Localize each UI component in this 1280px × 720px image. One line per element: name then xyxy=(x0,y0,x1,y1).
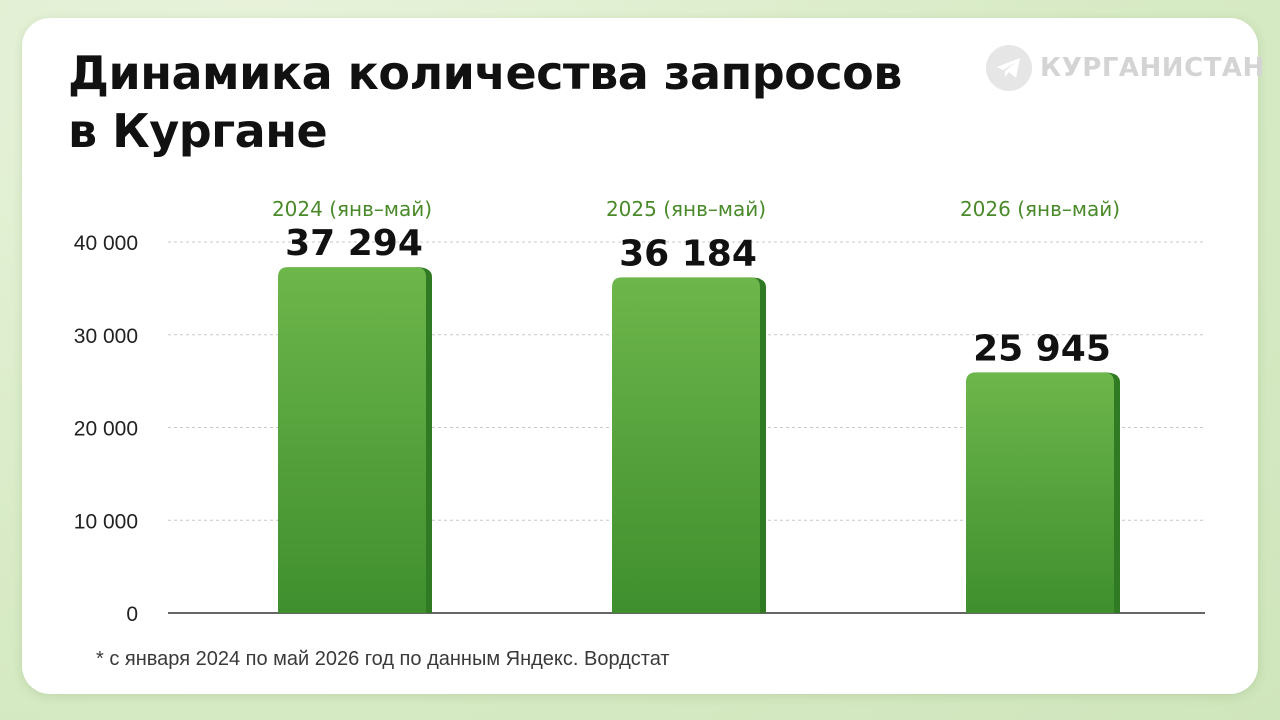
bar-value-label: 25 945 xyxy=(973,328,1111,369)
title-line-1: Динамика количества запросов xyxy=(68,46,902,100)
brand-watermark: КУРГАНИСТАН xyxy=(986,44,1265,92)
page-title: Динамика количества запросов в Кургане xyxy=(68,44,902,160)
y-tick-label: 40 000 xyxy=(74,232,138,255)
bar xyxy=(612,277,760,613)
y-tick-label: 0 xyxy=(126,603,138,626)
y-tick-label: 10 000 xyxy=(74,510,138,533)
y-tick-label: 30 000 xyxy=(74,325,138,348)
category-label: 2025 (янв–май) xyxy=(606,197,766,221)
footnote: * с января 2024 по май 2026 год по данны… xyxy=(96,648,670,670)
category-label: 2024 (янв–май) xyxy=(272,197,432,221)
title-line-2: в Кургане xyxy=(68,104,328,158)
bar-value-label: 37 294 xyxy=(285,223,423,264)
y-tick-label: 20 000 xyxy=(74,418,138,441)
bar xyxy=(278,267,426,613)
telegram-icon xyxy=(986,45,1032,91)
category-label: 2026 (янв–май) xyxy=(960,197,1120,221)
bar xyxy=(966,372,1114,613)
bar-value-label: 36 184 xyxy=(619,233,757,274)
brand-name: КУРГАНИСТАН xyxy=(1040,53,1265,83)
